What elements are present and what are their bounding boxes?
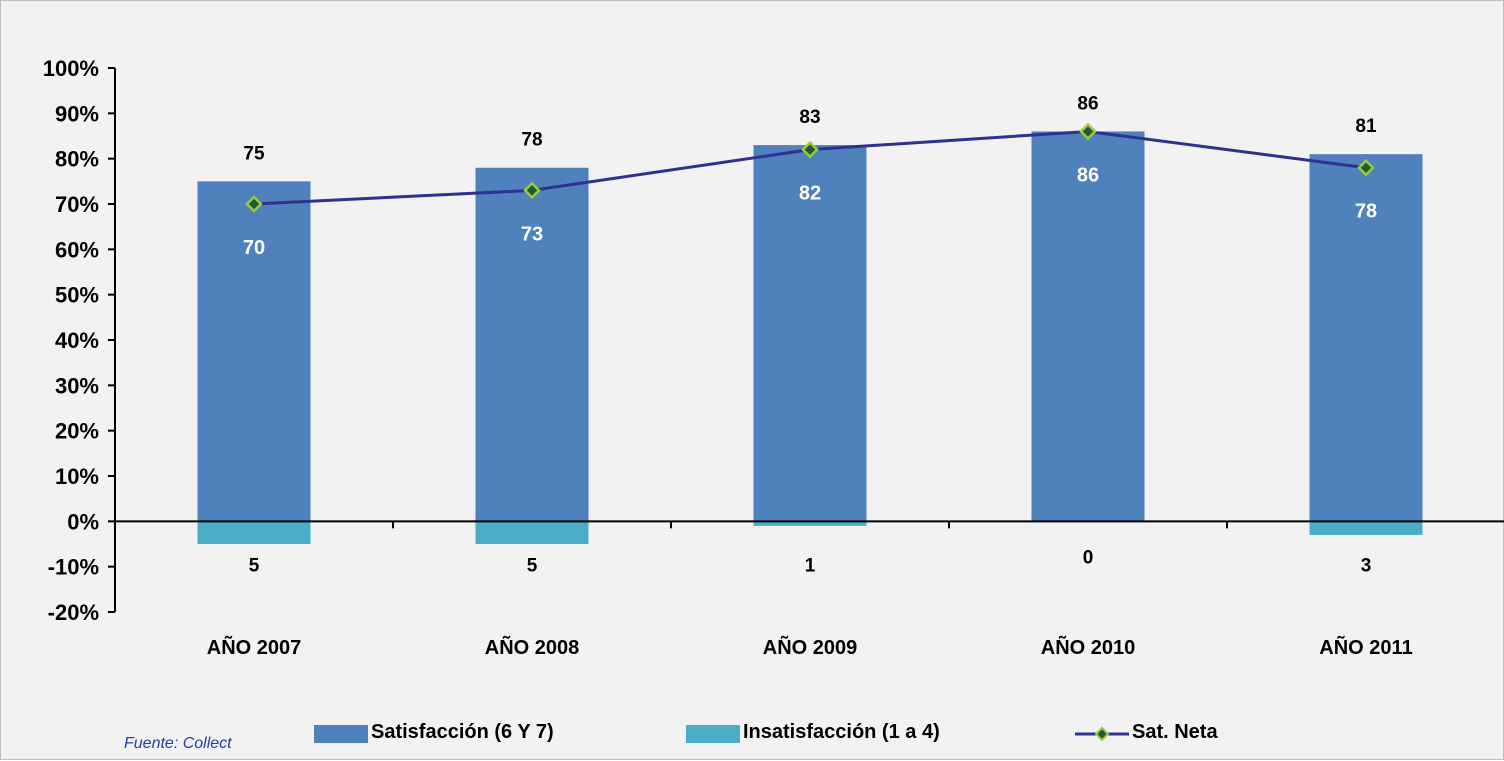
y-tick-label: 90% bbox=[55, 101, 99, 126]
legend-swatch-insatisfaccion bbox=[686, 725, 740, 743]
label-insatisfaccion: 1 bbox=[805, 555, 816, 576]
y-tick-label: 60% bbox=[55, 237, 99, 262]
y-tick-label: 10% bbox=[55, 464, 99, 489]
bar-insatisfaccion bbox=[753, 521, 867, 526]
label-satisfaccion: 81 bbox=[1355, 116, 1377, 137]
label-satisfaccion: 83 bbox=[799, 107, 820, 128]
label-insatisfaccion: 5 bbox=[249, 555, 260, 576]
y-tick-label: 100% bbox=[43, 56, 99, 81]
source-note: Fuente: Collect bbox=[124, 735, 232, 752]
x-category-label: AÑO 2007 bbox=[207, 636, 302, 659]
bar-satisfaccion bbox=[1031, 131, 1145, 522]
bar-insatisfaccion bbox=[197, 521, 311, 544]
label-sat-neta: 78 bbox=[1355, 201, 1377, 223]
bar-satisfaccion bbox=[753, 145, 867, 522]
legend-marker-sat-neta bbox=[1094, 726, 1110, 742]
sat-neta-marker bbox=[801, 140, 819, 159]
bar-satisfaccion bbox=[475, 167, 589, 522]
legend-swatch-satisfaccion bbox=[314, 725, 368, 743]
label-insatisfaccion: 0 bbox=[1083, 547, 1094, 568]
label-sat-neta: 86 bbox=[1077, 164, 1099, 186]
sat-neta-marker bbox=[1079, 122, 1097, 141]
x-category-label: AÑO 2008 bbox=[485, 636, 580, 659]
bar-insatisfaccion bbox=[475, 521, 589, 544]
label-satisfaccion: 86 bbox=[1077, 93, 1098, 114]
y-axis: 100% 90% 80% 70% 60% 50% 40% 30% 20% 10% 0% -10% -20… bbox=[43, 56, 116, 625]
x-category-label: AÑO 2010 bbox=[1041, 636, 1136, 659]
x-category-label: AÑO 2011 bbox=[1319, 636, 1412, 659]
x-axis: AÑO 2007 AÑO 2008 AÑO 2009 AÑO 2010 AÑO 2011 bbox=[114, 520, 1504, 659]
sat-neta-marker bbox=[1357, 158, 1375, 177]
sat-neta-line-group bbox=[245, 122, 1375, 213]
y-tick-label: 50% bbox=[55, 283, 99, 308]
label-satisfaccion: 78 bbox=[521, 130, 542, 151]
data-labels: 75 78 83 86 81 70 73 82 86 78 5 5 1 0 3 bbox=[243, 93, 1377, 576]
bars-group bbox=[197, 131, 1423, 544]
sat-neta-marker bbox=[523, 181, 541, 200]
label-insatisfaccion: 3 bbox=[1361, 555, 1372, 576]
x-category-label: AÑO 2009 bbox=[763, 636, 858, 659]
y-tick-label: 40% bbox=[55, 328, 99, 353]
y-tick-label: 30% bbox=[55, 373, 99, 398]
y-tick-label: 0% bbox=[67, 509, 99, 534]
label-sat-neta: 82 bbox=[799, 183, 821, 205]
legend-label-insatisfaccion: Insatisfacción (1 a 4) bbox=[743, 721, 940, 743]
y-tick-label: 20% bbox=[55, 419, 99, 444]
legend: Satisfacción (6 Y 7) Insatisfacción (1 a … bbox=[314, 721, 1218, 743]
label-insatisfaccion: 5 bbox=[527, 555, 538, 576]
y-tick-label: 70% bbox=[55, 192, 99, 217]
legend-label-sat-neta: Sat. Neta bbox=[1132, 721, 1218, 743]
bar-insatisfaccion bbox=[1309, 521, 1423, 535]
label-sat-neta: 70 bbox=[243, 237, 265, 259]
y-tick-label: 80% bbox=[55, 147, 99, 172]
y-tick-label: -20% bbox=[48, 600, 99, 625]
legend-label-satisfaccion: Satisfacción (6 Y 7) bbox=[371, 721, 554, 743]
bar-satisfaccion bbox=[1309, 154, 1423, 522]
label-satisfaccion: 75 bbox=[243, 143, 265, 164]
y-tick-label: -10% bbox=[48, 555, 99, 580]
sat-neta-marker bbox=[245, 195, 263, 213]
label-sat-neta: 73 bbox=[521, 223, 543, 245]
bar-satisfaccion bbox=[197, 181, 311, 522]
